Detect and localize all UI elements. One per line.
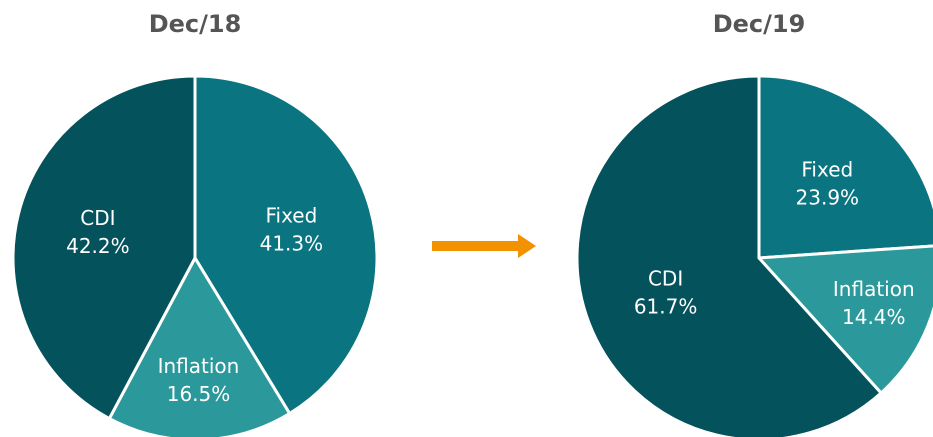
slice-label: CDI: [648, 266, 683, 290]
slice-label: Fixed: [265, 203, 317, 227]
slice-value: 23.9%: [796, 185, 860, 209]
slice-value: 41.3%: [260, 231, 324, 255]
arrow: [432, 234, 536, 258]
pie-slice: [107, 254, 292, 437]
chart-title: Dec/19: [713, 10, 806, 38]
slice-label: Inflation: [833, 277, 915, 301]
slice-value: 61.7%: [634, 294, 698, 318]
chart-title: Dec/18: [149, 10, 242, 38]
slice-label: Fixed: [801, 157, 853, 181]
slice-value: 16.5%: [167, 382, 231, 406]
pie-slice: [755, 244, 933, 396]
slice-label: CDI: [80, 206, 115, 230]
pie-slice: [193, 74, 379, 416]
pie-slice: [11, 74, 197, 421]
slice-value: 14.4%: [842, 305, 906, 329]
slice-value: 42.2%: [66, 234, 130, 258]
pie-slice: [575, 74, 884, 437]
pie-slice: [757, 74, 933, 260]
slice-label: Inflation: [158, 354, 240, 378]
